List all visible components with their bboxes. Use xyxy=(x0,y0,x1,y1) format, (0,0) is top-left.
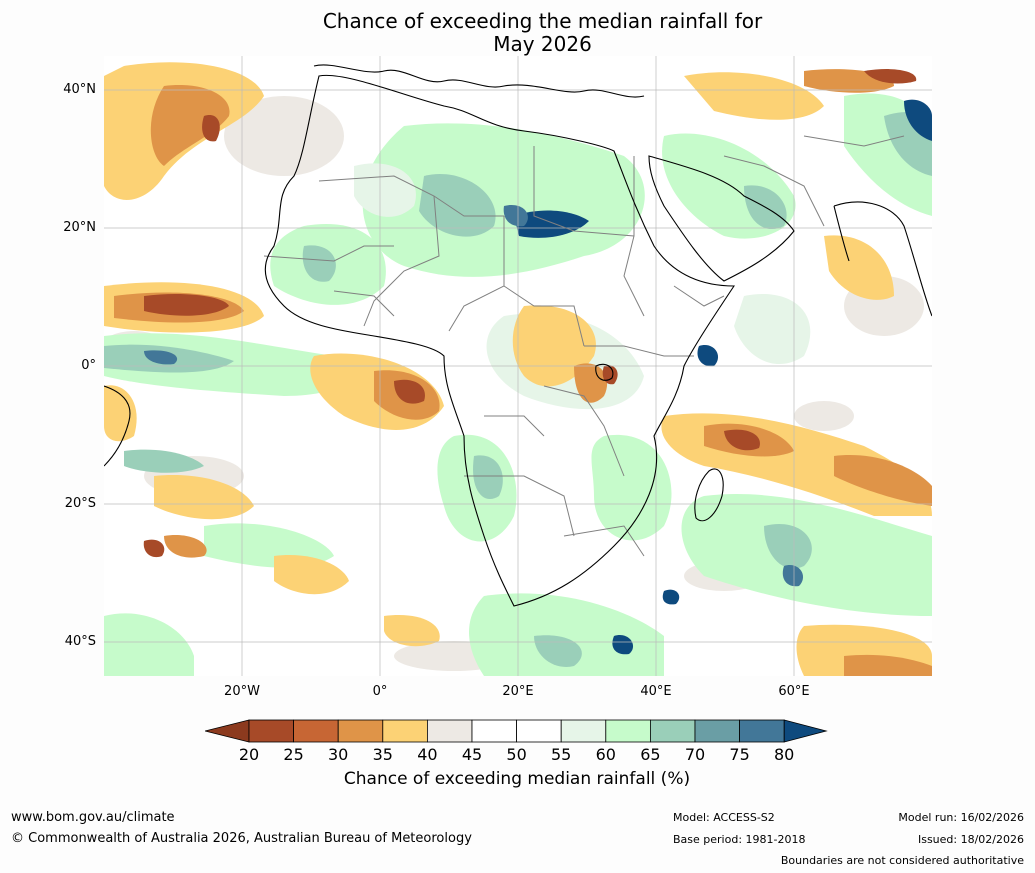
colorbar-swatch xyxy=(694,719,740,743)
footer-copyright: © Commonwealth of Australia 2026, Austra… xyxy=(11,831,472,846)
colorbar-tick-label: 55 xyxy=(551,745,572,764)
colorbar-tick-label: 45 xyxy=(461,745,483,764)
colorbar-swatch xyxy=(337,719,384,743)
colorbar-tick-label: 20 xyxy=(238,745,260,764)
graticule xyxy=(104,56,932,676)
map-canvas xyxy=(104,56,932,676)
lat-label-40s: 40°S xyxy=(64,634,96,649)
colorbar-tick-label: 70 xyxy=(684,745,706,764)
india-coastline xyxy=(833,201,932,317)
colorbar-swatch xyxy=(382,719,428,743)
colorbar-swatch xyxy=(248,719,294,743)
lat-label-40n: 40°N xyxy=(63,82,96,97)
colorbar-arrow-low xyxy=(204,719,250,743)
colorbar-tick-label: 60 xyxy=(595,745,616,764)
africa-coastline xyxy=(264,74,736,607)
colorbar-swatch xyxy=(516,719,562,743)
lon-label-60e: 60°E xyxy=(778,684,810,699)
colorbar-arrow-high xyxy=(783,719,828,743)
footer-model-run: Model run: 16/02/2026 xyxy=(898,811,1024,824)
colorbar-tick-label: 30 xyxy=(328,745,349,764)
colorbar-tick-label: 35 xyxy=(372,745,393,764)
lat-label-0: 0° xyxy=(81,358,96,373)
dry-medium-areas xyxy=(114,69,932,676)
colorbar-swatch xyxy=(426,719,473,743)
madagascar-coastline xyxy=(694,468,724,522)
footer-base-period: Base period: 1981-2018 xyxy=(673,833,806,846)
wet-strong-mid-areas xyxy=(144,205,804,587)
footer-model: Model: ACCESS-S2 xyxy=(673,811,775,824)
title-line-1: Chance of exceeding the median rainfall … xyxy=(322,9,763,33)
wet-strong-areas xyxy=(514,99,932,655)
map-title: Chance of exceeding the median rainfall … xyxy=(0,10,1035,56)
rainfall-map xyxy=(104,56,932,676)
colorbar-swatch xyxy=(471,719,517,743)
lake-victoria xyxy=(595,363,614,381)
coastlines xyxy=(104,64,932,607)
footer-disclaimer: Boundaries are not considered authoritat… xyxy=(780,854,1024,867)
south-america-coastline xyxy=(104,385,131,467)
lon-label-40e: 40°E xyxy=(640,684,672,699)
lon-label-20w: 20°W xyxy=(224,684,260,699)
colorbar-swatch xyxy=(560,719,607,743)
colorbar-tick-label: 50 xyxy=(506,745,527,764)
colorbar-svg xyxy=(204,719,828,743)
colorbar-swatch xyxy=(739,719,785,743)
colorbar-tick-label: 65 xyxy=(640,745,661,764)
colorbar-swatch xyxy=(649,719,696,743)
wet-light-areas xyxy=(104,93,932,676)
lon-label-20e: 20°E xyxy=(502,684,534,699)
colorbar xyxy=(204,718,830,768)
colorbar-tick-label: 40 xyxy=(417,745,438,764)
colorbar-swatch xyxy=(293,719,339,743)
lat-label-20s: 20°S xyxy=(64,496,96,511)
colorbar-tick-label: 80 xyxy=(774,745,795,764)
colorbar-title: Chance of exceeding median rainfall (%) xyxy=(343,769,691,789)
title-line-2: May 2026 xyxy=(493,32,592,56)
country-borders xyxy=(263,135,905,557)
dry-strong-areas xyxy=(143,69,917,558)
footer-issued: Issued: 18/02/2026 xyxy=(917,833,1024,846)
colorbar-tick-label: 75 xyxy=(729,745,750,764)
lat-label-20n: 20°N xyxy=(63,220,96,235)
footer-website: www.bom.gov.au/climate xyxy=(11,810,175,825)
lon-label-0: 0° xyxy=(372,684,388,699)
colorbar-swatch xyxy=(605,719,651,743)
colorbar-tick-label: 25 xyxy=(283,745,304,764)
europe-coastline xyxy=(313,64,645,98)
arabia-coastline xyxy=(648,155,795,282)
